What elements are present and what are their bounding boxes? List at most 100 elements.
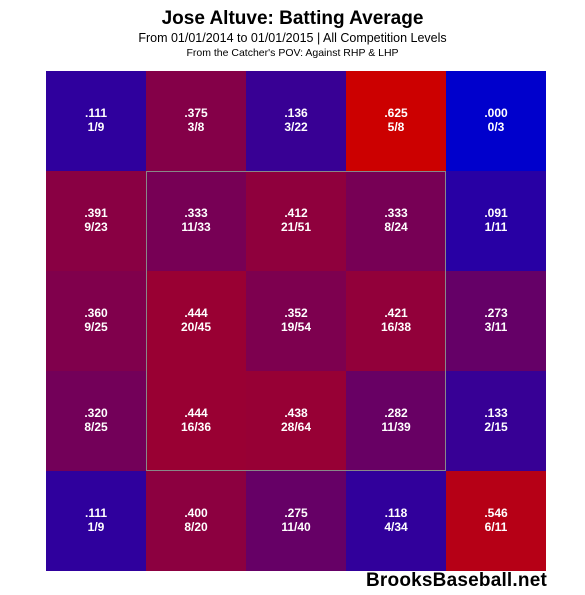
zone-cell-fill bbox=[346, 371, 446, 471]
zone-cell-hits-at-bats: 20/45 bbox=[181, 320, 211, 334]
zone-cell-hits-at-bats: 3/22 bbox=[284, 120, 308, 134]
zone-cell-average: .133 bbox=[484, 406, 508, 420]
heatmap-cells: .1111/9.3753/8.1363/22.6255/8.0000/3.391… bbox=[46, 71, 546, 571]
zone-cell-average: .111 bbox=[85, 506, 107, 520]
zone-cell-fill bbox=[146, 471, 246, 571]
chart-subtitle: From 01/01/2014 to 01/01/2015 | All Comp… bbox=[138, 31, 447, 45]
zone-cell-fill bbox=[446, 171, 546, 271]
zone-cell-hits-at-bats: 6/11 bbox=[485, 520, 508, 534]
zone-cell-fill bbox=[246, 271, 346, 371]
zone-cell-fill bbox=[446, 471, 546, 571]
zone-cell-average: .136 bbox=[284, 106, 308, 120]
zone-cell-average: .421 bbox=[384, 306, 408, 320]
zone-cell-average: .625 bbox=[384, 106, 408, 120]
zone-cell-average: .111 bbox=[85, 106, 107, 120]
zone-cell-fill bbox=[46, 271, 146, 371]
zone-cell-fill bbox=[46, 471, 146, 571]
zone-cell-hits-at-bats: 1/9 bbox=[88, 520, 105, 534]
zone-cell-hits-at-bats: 19/54 bbox=[281, 320, 311, 334]
zone-cell-average: .091 bbox=[484, 206, 508, 220]
zone-cell-fill bbox=[346, 471, 446, 571]
zone-cell-hits-at-bats: 2/15 bbox=[484, 420, 508, 434]
zone-cell-average: .546 bbox=[484, 506, 508, 520]
zone-cell-average: .438 bbox=[284, 406, 308, 420]
zone-cell-average: .375 bbox=[184, 106, 208, 120]
zone-cell-fill bbox=[146, 71, 246, 171]
zone-cell-fill bbox=[146, 371, 246, 471]
zone-cell-fill bbox=[246, 171, 346, 271]
zone-cell-hits-at-bats: 3/11 bbox=[485, 320, 508, 334]
zone-cell-hits-at-bats: 0/3 bbox=[488, 120, 505, 134]
zone-cell-fill bbox=[246, 471, 346, 571]
zone-cell-fill bbox=[246, 71, 346, 171]
zone-cell-hits-at-bats: 8/25 bbox=[84, 420, 108, 434]
zone-cell-fill bbox=[446, 71, 546, 171]
zone-cell-average: .360 bbox=[84, 306, 108, 320]
zone-cell-hits-at-bats: 8/24 bbox=[384, 220, 408, 234]
zone-cell-fill bbox=[246, 371, 346, 471]
zone-cell-hits-at-bats: 3/8 bbox=[188, 120, 205, 134]
zone-cell-fill bbox=[346, 71, 446, 171]
zone-cell-hits-at-bats: 11/39 bbox=[381, 420, 411, 434]
zone-cell-average: .000 bbox=[484, 106, 508, 120]
zone-cell-average: .320 bbox=[84, 406, 108, 420]
zone-cell-fill bbox=[446, 271, 546, 371]
zone-cell-average: .333 bbox=[384, 206, 408, 220]
zone-cell-hits-at-bats: 28/64 bbox=[281, 420, 311, 434]
zone-cell-fill bbox=[346, 271, 446, 371]
strike-zone-border bbox=[146, 171, 446, 471]
zone-cell-hits-at-bats: 1/9 bbox=[88, 120, 105, 134]
zone-cell-average: .333 bbox=[184, 206, 208, 220]
zone-cell-hits-at-bats: 16/38 bbox=[381, 320, 411, 334]
zone-cell-average: .118 bbox=[385, 506, 408, 520]
zone-cell-average: .391 bbox=[84, 206, 108, 220]
zone-cell-average: .273 bbox=[484, 306, 508, 320]
zone-cell-fill bbox=[46, 171, 146, 271]
zone-cell-hits-at-bats: 11/40 bbox=[281, 520, 311, 534]
zone-cell-hits-at-bats: 11/33 bbox=[181, 220, 211, 234]
zone-cell-hits-at-bats: 9/25 bbox=[84, 320, 108, 334]
brooksbaseball-watermark: BrooksBaseball.net bbox=[366, 570, 547, 591]
zone-cell-fill bbox=[346, 171, 446, 271]
chart-note: From the Catcher's POV: Against RHP & LH… bbox=[186, 47, 399, 59]
zone-cell-average: .444 bbox=[184, 406, 208, 420]
zone-cell-fill bbox=[146, 171, 246, 271]
zone-cell-hits-at-bats: 4/34 bbox=[384, 520, 408, 534]
zone-cell-average: .282 bbox=[384, 406, 408, 420]
zone-cell-average: .400 bbox=[184, 506, 208, 520]
zone-cell-fill bbox=[446, 371, 546, 471]
zone-cell-average: .275 bbox=[284, 506, 308, 520]
zone-cell-hits-at-bats: 5/8 bbox=[388, 120, 405, 134]
zone-cell-hits-at-bats: 8/20 bbox=[184, 520, 208, 534]
zone-cell-hits-at-bats: 16/36 bbox=[181, 420, 211, 434]
zone-cell-average: .352 bbox=[284, 306, 308, 320]
zone-cell-hits-at-bats: 1/11 bbox=[485, 220, 508, 234]
zone-cell-average: .412 bbox=[284, 206, 308, 220]
zone-cell-fill bbox=[46, 71, 146, 171]
zone-cell-hits-at-bats: 21/51 bbox=[281, 220, 311, 234]
zone-cell-fill bbox=[146, 271, 246, 371]
